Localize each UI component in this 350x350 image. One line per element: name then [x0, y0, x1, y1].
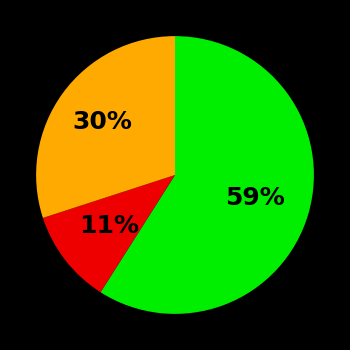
Text: 30%: 30%: [72, 110, 132, 134]
Wedge shape: [36, 36, 175, 218]
Text: 59%: 59%: [225, 186, 285, 210]
Wedge shape: [100, 36, 314, 314]
Text: 11%: 11%: [79, 214, 139, 238]
Wedge shape: [43, 175, 175, 292]
